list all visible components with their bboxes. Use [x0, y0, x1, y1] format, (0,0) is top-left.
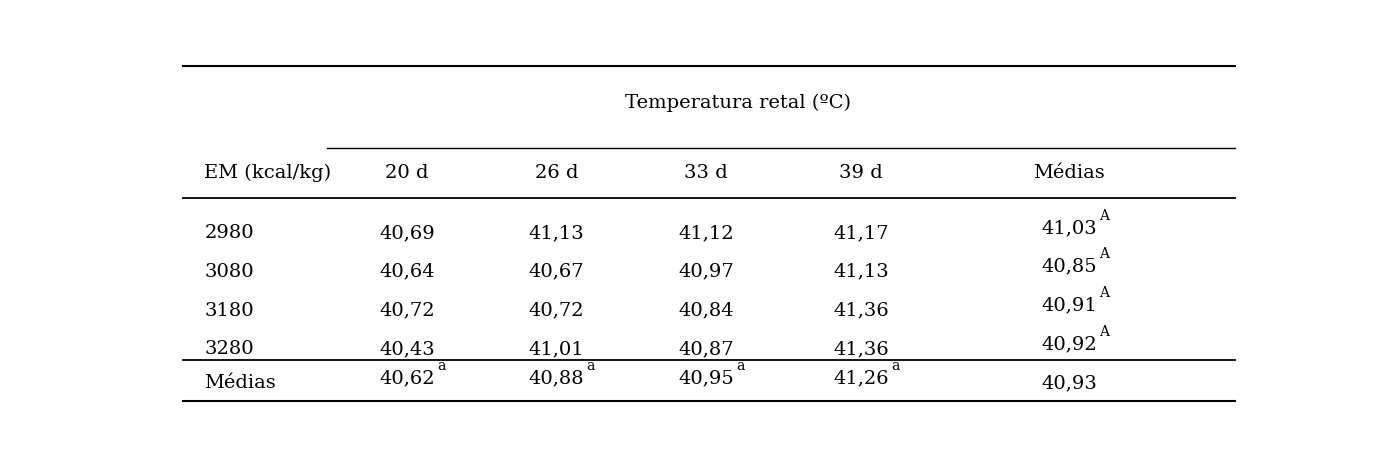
Text: A: A	[1100, 325, 1109, 339]
Text: A: A	[1100, 247, 1109, 262]
Text: 41,03: 41,03	[1042, 219, 1097, 237]
Text: 41,12: 41,12	[678, 224, 734, 242]
Text: 41,36: 41,36	[834, 340, 889, 359]
Text: Temperatura retal (ºC): Temperatura retal (ºC)	[626, 93, 852, 112]
Text: EM (kcal/kg): EM (kcal/kg)	[204, 164, 332, 182]
Text: 40,88: 40,88	[529, 369, 584, 387]
Text: 40,72: 40,72	[529, 302, 584, 320]
Text: 2980: 2980	[204, 224, 254, 242]
Text: 41,26: 41,26	[834, 369, 889, 387]
Text: 40,43: 40,43	[379, 340, 435, 359]
Text: 40,64: 40,64	[379, 263, 435, 281]
Text: 26 d: 26 d	[535, 164, 579, 182]
Text: 20 d: 20 d	[386, 164, 429, 182]
Text: 33 d: 33 d	[685, 164, 728, 182]
Text: 40,85: 40,85	[1042, 258, 1097, 276]
Text: 40,97: 40,97	[678, 263, 734, 281]
Text: a: a	[587, 359, 595, 372]
Text: 41,36: 41,36	[834, 302, 889, 320]
Text: 41,17: 41,17	[834, 224, 889, 242]
Text: 40,69: 40,69	[379, 224, 435, 242]
Text: Médias: Médias	[204, 374, 276, 392]
Text: A: A	[1100, 209, 1109, 223]
Text: a: a	[892, 359, 900, 372]
Text: a: a	[736, 359, 744, 372]
Text: 41,01: 41,01	[529, 340, 584, 359]
Text: a: a	[437, 359, 445, 372]
Text: 3280: 3280	[204, 340, 254, 359]
Text: 40,93: 40,93	[1042, 374, 1097, 392]
Text: 41,13: 41,13	[834, 263, 889, 281]
Text: A: A	[1100, 286, 1109, 300]
Text: 40,92: 40,92	[1042, 335, 1097, 354]
Text: 40,62: 40,62	[379, 369, 435, 387]
Text: 41,13: 41,13	[529, 224, 584, 242]
Text: 40,72: 40,72	[379, 302, 435, 320]
Text: 40,84: 40,84	[678, 302, 734, 320]
Text: 40,87: 40,87	[678, 340, 734, 359]
Text: 40,91: 40,91	[1042, 297, 1097, 315]
Text: 3080: 3080	[204, 263, 254, 281]
Text: 40,95: 40,95	[678, 369, 734, 387]
Text: 39 d: 39 d	[839, 164, 883, 182]
Text: 40,67: 40,67	[529, 263, 584, 281]
Text: Médias: Médias	[1034, 164, 1105, 182]
Text: 3180: 3180	[204, 302, 254, 320]
